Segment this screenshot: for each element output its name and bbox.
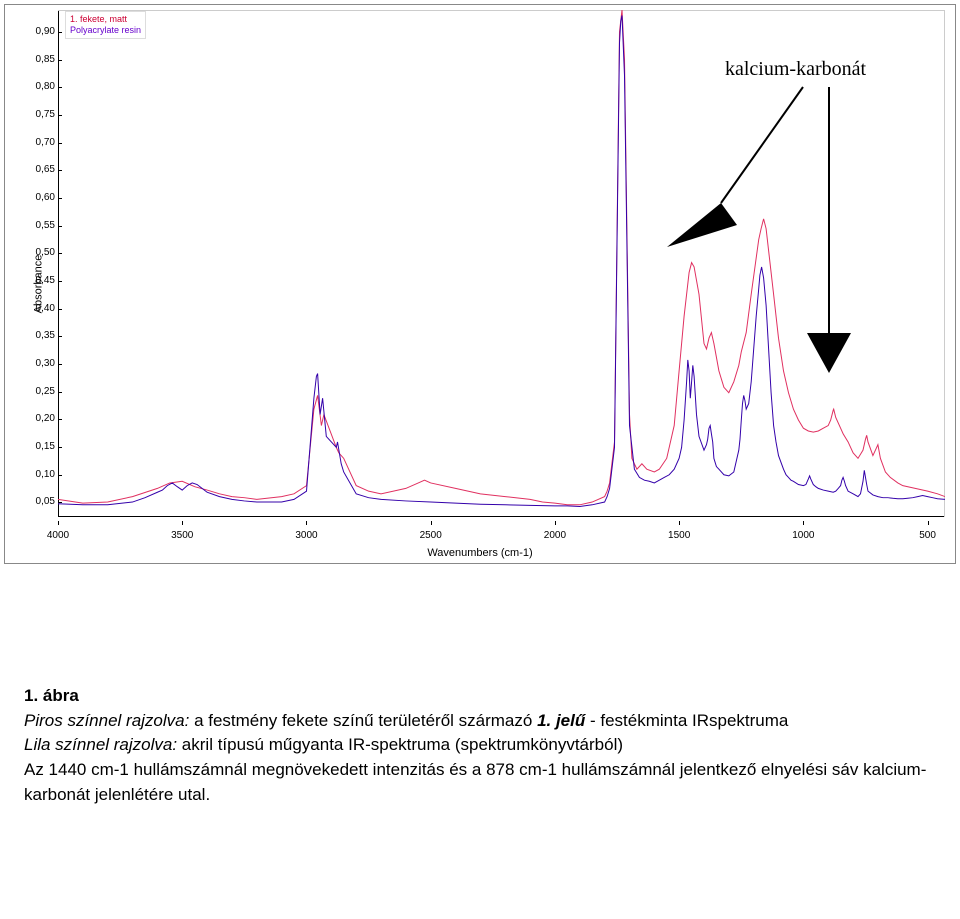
caption-red-label: Piros színnel rajzolva: xyxy=(24,711,189,730)
caption-body: Az 1440 cm-1 hullámszámnál megnövekedett… xyxy=(24,760,926,804)
x-axis-label: Wavenumbers (cm-1) xyxy=(427,547,532,559)
spectrum-chart: Absorbance Wavenumbers (cm-1) 1. fekete,… xyxy=(4,4,956,564)
x-axis-line xyxy=(58,516,945,517)
x-tick-label: 2000 xyxy=(544,530,566,541)
y-tick-label: 0,25 xyxy=(25,387,55,397)
x-tick-label: 4000 xyxy=(47,530,69,541)
figure-caption: 1. ábra Piros színnel rajzolva: a festmé… xyxy=(0,684,960,807)
y-tick-label: 0,60 xyxy=(25,193,55,203)
y-tick-label: 0,30 xyxy=(25,359,55,369)
x-tick-label: 1500 xyxy=(668,530,690,541)
y-tick-label: 0,85 xyxy=(25,55,55,65)
y-tick-label: 0,75 xyxy=(25,110,55,120)
series-reference-purple xyxy=(58,15,945,506)
spectrum-svg xyxy=(58,10,945,513)
caption-purple-label: Lila színnel rajzolva: xyxy=(24,735,177,754)
y-tick-label: 0,45 xyxy=(25,276,55,286)
y-tick-label: 0,55 xyxy=(25,221,55,231)
y-tick-label: 0,10 xyxy=(25,470,55,480)
y-tick-label: 0,20 xyxy=(25,414,55,424)
x-tick-label: 2500 xyxy=(420,530,442,541)
y-tick-label: 0,65 xyxy=(25,165,55,175)
x-tick-label: 3000 xyxy=(295,530,317,541)
y-tick-label: 0,35 xyxy=(25,331,55,341)
series-sample-red xyxy=(58,10,945,505)
y-tick-label: 0,90 xyxy=(25,27,55,37)
y-tick-label: 0,15 xyxy=(25,442,55,452)
y-tick-label: 0,40 xyxy=(25,304,55,314)
plot-area xyxy=(58,10,945,513)
y-tick-label: 0,05 xyxy=(25,497,55,507)
y-tick-label: 0,50 xyxy=(25,248,55,258)
y-tick-label: 0,80 xyxy=(25,82,55,92)
x-tick-label: 3500 xyxy=(171,530,193,541)
caption-title: 1. ábra xyxy=(24,686,79,705)
y-tick-label: 0,70 xyxy=(25,138,55,148)
x-tick-label: 1000 xyxy=(792,530,814,541)
x-tick-label: 500 xyxy=(919,530,936,541)
